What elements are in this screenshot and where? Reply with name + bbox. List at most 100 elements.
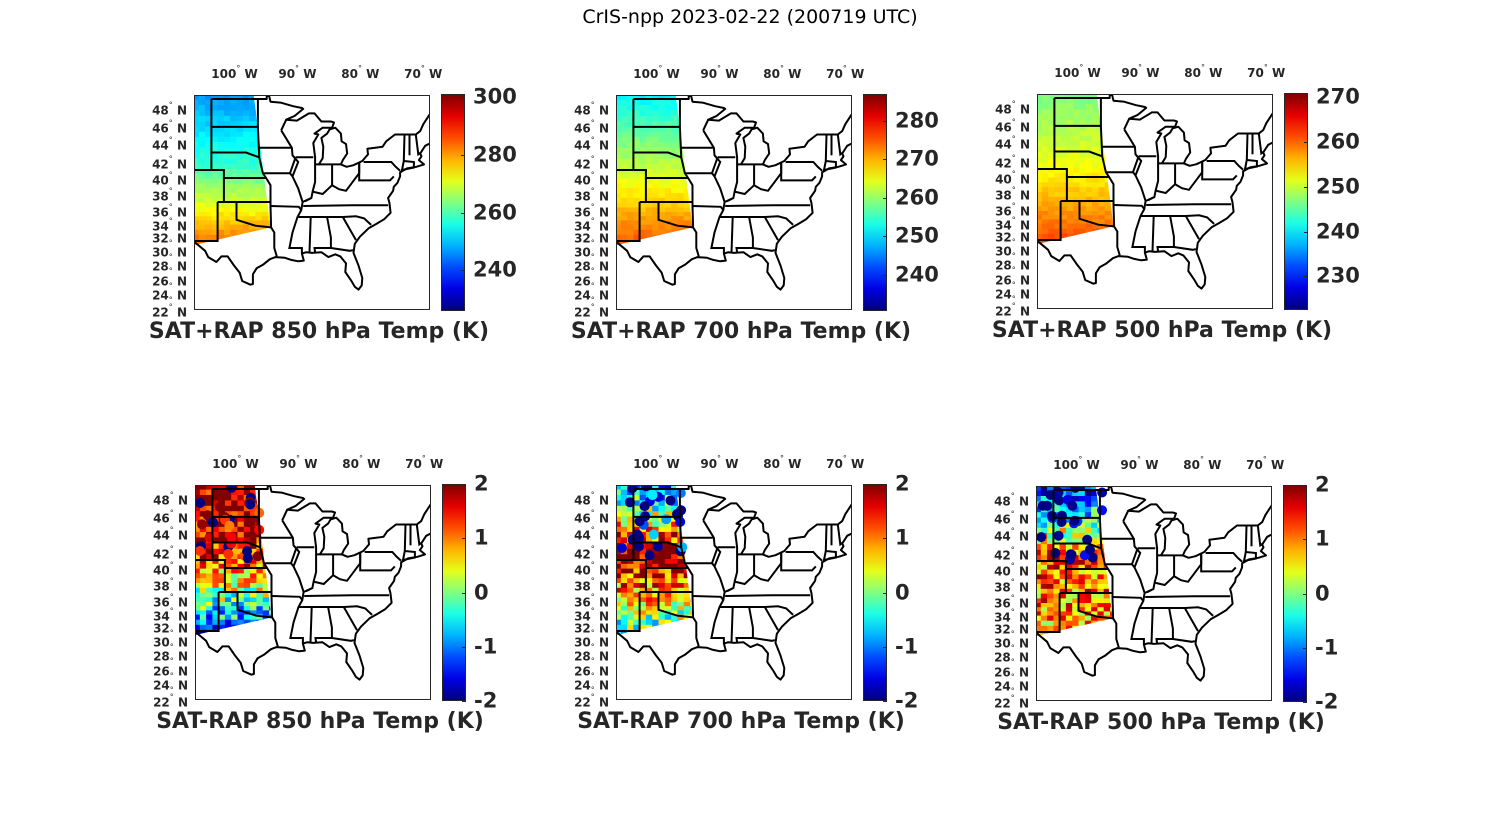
swath-cell xyxy=(1104,228,1112,234)
map-axes[interactable] xyxy=(616,95,852,310)
swath-cell xyxy=(683,206,691,212)
swath-cell xyxy=(218,587,226,593)
swath-cell xyxy=(1048,95,1055,99)
swath-cell xyxy=(1059,620,1067,626)
swath-cell xyxy=(1054,186,1062,192)
swath-cell xyxy=(256,609,264,615)
swath-cell xyxy=(671,572,678,579)
swath-cell xyxy=(1054,228,1062,234)
swath-cell xyxy=(1053,593,1061,599)
map-axes[interactable] xyxy=(194,95,430,310)
lat-tick-value: 32 xyxy=(574,231,591,246)
swath-cell xyxy=(1037,554,1042,560)
swath-cell xyxy=(1065,569,1073,575)
swath-cell xyxy=(620,104,628,111)
swath-cell xyxy=(1085,228,1093,234)
state-boundary xyxy=(196,592,220,632)
colorbar-tick-label: 0 xyxy=(1315,581,1330,605)
swath-cell xyxy=(690,553,693,559)
swath-cell xyxy=(658,109,666,116)
swath-cell xyxy=(652,168,660,174)
lat-tick-label: 46° N xyxy=(132,508,188,525)
lat-tick-hemisphere: N xyxy=(173,595,188,610)
swath-cell xyxy=(243,596,251,602)
state-boundary xyxy=(303,204,389,207)
swath-cell xyxy=(237,499,245,506)
swath-cell xyxy=(1079,135,1087,141)
lat-tick-label: 46° N xyxy=(131,118,187,135)
swath-cell xyxy=(1092,114,1099,121)
map-axes[interactable] xyxy=(1037,94,1273,309)
swath-cell xyxy=(633,494,641,501)
swath-cell xyxy=(652,187,660,193)
swath-cell xyxy=(249,163,256,169)
swath-cell xyxy=(671,633,678,636)
swath-cell xyxy=(1060,130,1068,136)
swath-cell xyxy=(230,187,238,193)
lon-tick-label: 70° W xyxy=(405,454,443,471)
swath-cell xyxy=(658,141,666,148)
swath-cell xyxy=(617,572,622,579)
lat-tick-label: 28° N xyxy=(974,260,1030,277)
swath-cell xyxy=(218,563,226,569)
swath-cell xyxy=(652,141,660,148)
swath-cell xyxy=(652,553,660,559)
swath-cell xyxy=(633,596,641,602)
lat-tick-hemisphere: N xyxy=(173,621,188,636)
swath-cell xyxy=(671,548,678,555)
swath-cell xyxy=(1041,205,1049,211)
swath-cell xyxy=(1048,201,1055,207)
lat-tick-label: 38° N xyxy=(132,576,188,593)
swath-cell xyxy=(1065,610,1073,616)
swath-cell xyxy=(243,542,251,549)
lon-tick-label: 90° W xyxy=(278,64,316,81)
swath-cell xyxy=(617,126,622,132)
swath-cell xyxy=(1091,517,1098,523)
swath-cell xyxy=(223,215,231,221)
swath-cell xyxy=(645,192,653,198)
swath-cell xyxy=(690,605,693,611)
map-axes[interactable] xyxy=(195,485,431,700)
swath-cell xyxy=(195,219,200,225)
swath-cell xyxy=(206,609,213,615)
swath-cell xyxy=(617,152,622,159)
swath-cell xyxy=(224,614,232,620)
swath-cell xyxy=(652,510,660,517)
swath-cell xyxy=(231,499,239,506)
swath-cell xyxy=(620,224,628,230)
lat-tick-value: 42 xyxy=(995,156,1012,171)
swath-cell xyxy=(1085,95,1093,99)
degree-symbol: ° xyxy=(1011,153,1016,163)
lat-tick-label: 48° N xyxy=(973,491,1029,508)
map-axes[interactable] xyxy=(1036,486,1272,701)
state-boundary xyxy=(256,99,278,257)
swath-cell xyxy=(1104,151,1112,158)
swath-cell xyxy=(211,96,219,100)
state-boundary xyxy=(752,247,776,252)
map-axes[interactable] xyxy=(616,485,852,700)
lat-tick-hemisphere: N xyxy=(594,635,609,650)
swath-cell xyxy=(199,619,207,625)
swath-cell xyxy=(1038,167,1043,173)
swath-cell xyxy=(1091,500,1098,507)
swath-cell xyxy=(1104,140,1112,147)
swath-cell xyxy=(1085,98,1093,104)
swath-cell xyxy=(1065,606,1073,612)
swath-cell xyxy=(1040,527,1048,533)
swath-cell xyxy=(645,505,653,512)
swath-cell xyxy=(658,168,666,174)
state-boundary xyxy=(1145,595,1231,598)
swath-cell xyxy=(231,494,239,501)
swath-cell xyxy=(1079,210,1087,216)
swath-cell xyxy=(1079,140,1087,147)
lat-tick-value: 36 xyxy=(994,596,1011,611)
state-boundary xyxy=(730,606,734,643)
swath-cell xyxy=(664,489,672,495)
swath-cell xyxy=(205,202,212,208)
swath-cell xyxy=(243,587,251,593)
swath-cell xyxy=(198,182,206,189)
swath-cell xyxy=(1054,223,1062,229)
swath-cell xyxy=(1059,593,1067,599)
lat-tick-hemisphere: N xyxy=(594,649,609,664)
swath-cell xyxy=(1047,564,1054,570)
